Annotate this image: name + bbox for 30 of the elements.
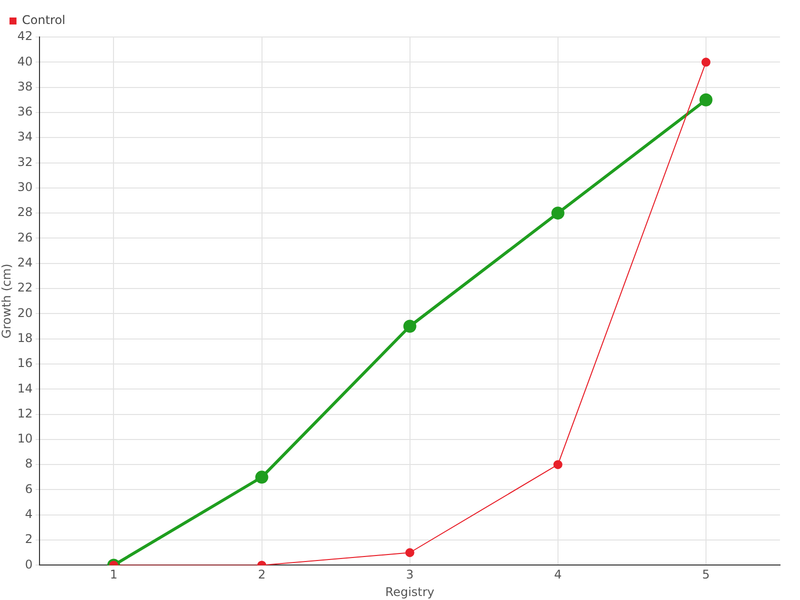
y-tick-label: 14 bbox=[17, 381, 33, 396]
y-tick-label: 38 bbox=[17, 79, 33, 94]
y-tick-label: 16 bbox=[17, 356, 33, 370]
x-tick-label: 4 bbox=[554, 568, 562, 582]
y-tick-label: 42 bbox=[17, 29, 33, 44]
x-tick-label: 2 bbox=[258, 568, 266, 582]
legend-label: Control bbox=[22, 13, 66, 28]
y-tick-label: 34 bbox=[17, 130, 33, 144]
y-tick-label: 4 bbox=[25, 507, 33, 522]
x-tick-label: 3 bbox=[406, 568, 414, 582]
y-tick-label: 36 bbox=[17, 104, 33, 119]
y-tick-label: 26 bbox=[17, 230, 33, 244]
y-tick-label: 28 bbox=[17, 205, 33, 220]
x-tick-label: 5 bbox=[702, 568, 710, 582]
y-tick-label: 20 bbox=[17, 306, 33, 320]
y-tick-label: 32 bbox=[17, 154, 33, 169]
y-axis-title: Growth (cm) bbox=[0, 264, 14, 339]
y-tick-label: 24 bbox=[17, 255, 33, 270]
y-tick-label: 2 bbox=[25, 532, 33, 546]
y-tick-label: 12 bbox=[17, 406, 33, 420]
y-tick-label: 10 bbox=[17, 432, 33, 446]
y-tick-label: 40 bbox=[17, 54, 33, 68]
y-tick-label: 30 bbox=[17, 180, 33, 194]
y-tick-label: 18 bbox=[17, 330, 33, 345]
y-tick-label: 6 bbox=[25, 482, 33, 496]
y-tick-label: 0 bbox=[25, 557, 33, 572]
x-tick-label: 1 bbox=[110, 568, 118, 582]
x-axis-title: Registry bbox=[385, 584, 434, 599]
y-tick-label: 8 bbox=[25, 456, 33, 471]
y-tick-label: 22 bbox=[17, 280, 33, 295]
